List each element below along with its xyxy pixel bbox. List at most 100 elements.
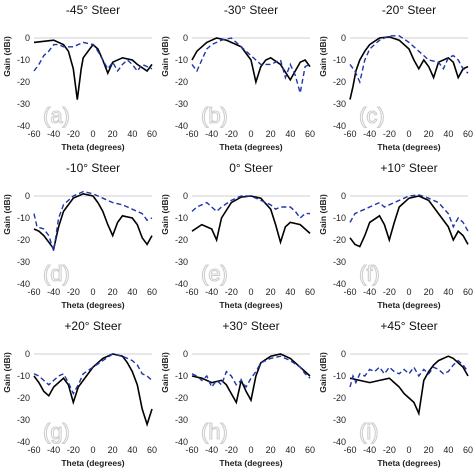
chart-panel-2: -30° Steer(b)0-10-20-30-40-60 -40 -20 0 20 40… [160, 3, 315, 152]
x-tick-label: 20 [266, 129, 276, 139]
x-axis-label: Theta (degrees) [61, 300, 124, 310]
y-axis-label: Gain (dBi) [160, 352, 170, 393]
series-line-dashed [33, 190, 153, 252]
x-tick-label: 40 [443, 445, 453, 455]
x-axis-label: Theta (degrees) [61, 142, 124, 152]
x-tick-label: 0 [406, 129, 411, 139]
x-axis-label: Theta (degrees) [377, 300, 440, 310]
x-axis-label: Theta (degrees) [219, 458, 282, 468]
x-tick-label: -20 [225, 287, 238, 297]
x-tick-label: 60 [147, 129, 157, 139]
y-tick-label: 0 [25, 191, 30, 201]
y-axis-label: Gain (dBi) [318, 352, 328, 393]
x-axis-label: Theta (degrees) [219, 300, 282, 310]
y-tick-label: 0 [341, 349, 346, 359]
x-tick-label: 20 [266, 445, 276, 455]
x-tick-label: 60 [463, 129, 473, 139]
x-tick-label: 20 [424, 129, 434, 139]
y-tick-label: -40 [17, 437, 30, 447]
x-tick-label: 40 [285, 445, 295, 455]
y-axis-label: Gain (dBi) [318, 194, 328, 235]
y-tick-label: -40 [333, 121, 346, 131]
x-tick-label: -40 [205, 445, 218, 455]
x-tick-label: -60 [343, 445, 356, 455]
x-tick-label: 0 [90, 287, 95, 297]
y-tick-label: 0 [25, 349, 30, 359]
series-line-solid [33, 39, 153, 100]
y-tick-label: -20 [175, 235, 188, 245]
x-tick-label: 0 [90, 129, 95, 139]
x-tick-label: 0 [406, 287, 411, 297]
x-tick-label: -60 [27, 445, 40, 455]
y-tick-label: -10 [17, 55, 30, 65]
x-tick-label: 60 [305, 445, 315, 455]
y-tick-label: -40 [17, 121, 30, 131]
x-tick-label: -40 [363, 287, 376, 297]
y-tick-label: -40 [17, 279, 30, 289]
x-tick-label: 60 [463, 445, 473, 455]
y-tick-label: -30 [17, 257, 30, 267]
chart-title: 0° Steer [229, 161, 273, 175]
y-tick-label: -40 [333, 279, 346, 289]
x-tick-label: -60 [343, 287, 356, 297]
chart-panel-4: -10° Steer(d)0-10-20-30-40-60 -40 -20 0 20 40… [2, 161, 157, 310]
x-tick-label: -40 [205, 129, 218, 139]
y-tick-label: -30 [17, 415, 30, 425]
y-tick-label: -20 [333, 393, 346, 403]
y-tick-label: -30 [333, 257, 346, 267]
x-tick-label: 40 [127, 287, 137, 297]
y-axis-label: Gain (dBi) [2, 36, 12, 77]
y-tick-label: 0 [341, 33, 346, 43]
y-tick-label: -30 [17, 99, 30, 109]
chart-title: -30° Steer [224, 3, 278, 17]
y-tick-label: -30 [175, 99, 188, 109]
x-tick-label: 20 [108, 445, 118, 455]
y-tick-label: -30 [175, 257, 188, 267]
y-tick-label: 0 [25, 33, 30, 43]
x-tick-label: 40 [443, 129, 453, 139]
y-tick-label: -30 [175, 415, 188, 425]
x-tick-label: -60 [185, 445, 198, 455]
series-line-dashed [33, 353, 153, 396]
chart-title: +20° Steer [64, 319, 121, 333]
x-tick-label: 60 [147, 445, 157, 455]
y-tick-label: -10 [333, 213, 346, 223]
chart-panel-1: -45° Steer(a)0-10-20-30-40-60 -40 -20 0 20 40… [2, 3, 157, 152]
x-tick-label: 0 [248, 445, 253, 455]
chart-panel-5: 0° Steer(e)0-10-20-30-40-60 -40 -20 0 20 40 60… [160, 161, 315, 310]
y-tick-label: -10 [333, 371, 346, 381]
series-line-dashed [33, 41, 153, 73]
chart-panel-6: +10° Steer(f)0-10-20-30-40-60 -40 -20 0 20 40… [318, 161, 473, 310]
panel-label: (i) [359, 419, 379, 444]
y-tick-label: -40 [175, 279, 188, 289]
y-tick-label: 0 [183, 349, 188, 359]
x-axis-label: Theta (degrees) [219, 142, 282, 152]
y-tick-label: -40 [333, 437, 346, 447]
x-tick-label: -20 [67, 445, 80, 455]
panel-label: (e) [201, 261, 228, 286]
x-tick-label: -60 [27, 129, 40, 139]
x-axis-label: Theta (degrees) [61, 458, 124, 468]
y-tick-label: -30 [333, 415, 346, 425]
x-tick-label: -20 [225, 129, 238, 139]
series-line-solid [349, 36, 469, 100]
x-tick-label: -20 [383, 129, 396, 139]
y-tick-label: -10 [17, 213, 30, 223]
y-tick-label: -40 [175, 121, 188, 131]
y-axis-label: Gain (dBi) [160, 36, 170, 77]
x-tick-label: -20 [67, 129, 80, 139]
x-tick-label: 40 [127, 129, 137, 139]
panel-label: (d) [43, 261, 70, 286]
chart-panel-9: +45° Steer(i)0-10-20-30-40-60 -40 -20 0 20 40… [318, 319, 473, 468]
series-line-solid [191, 37, 311, 86]
chart-title: +45° Steer [380, 319, 437, 333]
panel-label: (c) [359, 103, 385, 128]
series-line-dashed [191, 195, 310, 220]
x-tick-label: -60 [27, 287, 40, 297]
x-tick-label: 20 [108, 129, 118, 139]
panel-label: (b) [201, 103, 228, 128]
x-tick-label: 20 [108, 287, 118, 297]
chart-panel-3: -20° Steer(c)0-10-20-30-40-60 -40 -20 0 20 40… [318, 3, 473, 152]
y-axis-label: Gain (dBi) [2, 194, 12, 235]
